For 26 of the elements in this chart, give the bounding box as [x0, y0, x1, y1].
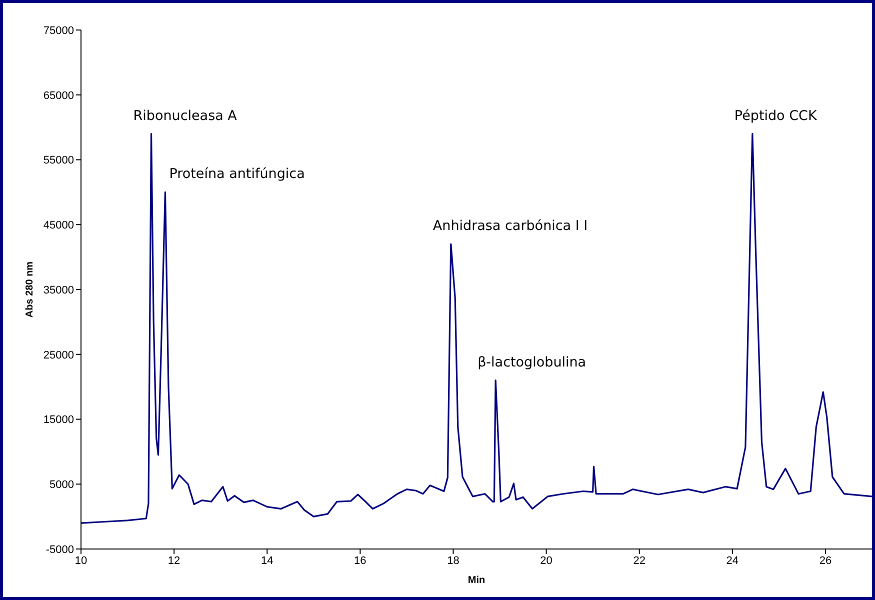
y-axis-title: Abs 280 nm: [24, 261, 36, 318]
y-tick-label: 15000: [43, 414, 74, 426]
x-tick-label: 18: [447, 554, 460, 567]
y-tick-label: 65000: [43, 90, 74, 102]
y-tick-label: 75000: [43, 24, 74, 37]
annotation: Anhidrasa carbónica I I: [432, 218, 588, 234]
y-tick-label: 55000: [43, 154, 74, 167]
y-tick-label: 45000: [43, 220, 74, 232]
y-tick-label: -5000: [46, 544, 74, 556]
x-tick-label: 12: [168, 554, 180, 567]
x-tick-label: 24: [726, 554, 739, 567]
x-tick-label: 20: [540, 554, 552, 567]
annotation: Proteína antifúngica: [169, 166, 305, 182]
annotation: Ribonucleasa A: [133, 108, 238, 124]
x-tick-label: 26: [819, 554, 832, 567]
x-tick-label: 16: [354, 554, 366, 567]
y-tick-label: 5000: [50, 479, 74, 492]
line-series: [81, 133, 872, 524]
y-tick-label: 35000: [43, 284, 74, 296]
y-tick-label: 25000: [43, 349, 74, 362]
annotation: β-lactoglobulina: [478, 354, 586, 370]
x-tick-label: 14: [260, 554, 274, 567]
x-tick-label: 22: [633, 554, 646, 567]
x-axis-title: Min: [468, 575, 486, 586]
x-tick-label: 10: [74, 554, 88, 567]
annotation: Péptido CCK: [734, 108, 818, 124]
